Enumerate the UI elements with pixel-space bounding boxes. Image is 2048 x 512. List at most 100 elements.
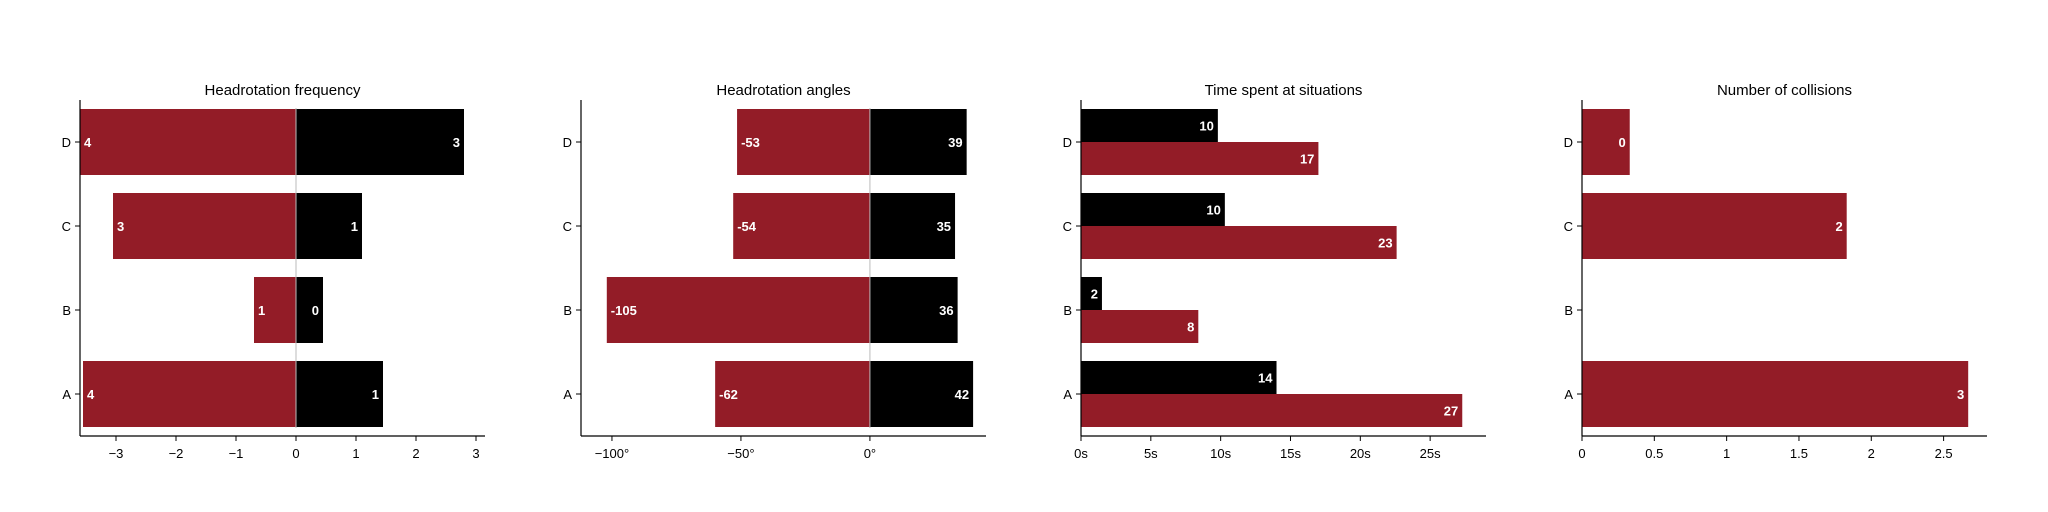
data-label-b-series-2: 36 [939,303,953,318]
x-tick-label: 2.5 [1935,446,1953,461]
data-label-b-series-1: 1 [258,303,265,318]
x-tick-label: 0s [1074,446,1088,461]
data-label-a-series-2: 1 [372,387,379,402]
data-label-c-series-1: 10 [1206,203,1220,218]
bar-d-series-1 [1582,109,1630,175]
bar-c-series-1 [1582,193,1847,259]
chart-title: Headrotation frequency [205,82,361,99]
bar-a-series-1 [1582,361,1969,427]
chart-title: Headrotation angles [716,82,850,99]
x-tick-label: 3 [472,446,479,461]
data-label-d-series-2: 39 [948,135,962,150]
bar-a-series-2 [869,361,974,427]
x-tick-label: 25s [1420,446,1441,461]
bar-a-series-2 [1081,394,1463,427]
bar-a-series-1 [715,361,870,427]
x-tick-label: 15s [1280,446,1301,461]
y-tick-label-a: A [62,387,71,402]
x-tick-label: 10s [1210,446,1231,461]
bar-d-series-2 [1081,142,1319,175]
x-tick-label: 2 [1868,446,1875,461]
chart-title: Number of collisions [1717,82,1852,99]
bar-c-series-1 [733,193,870,259]
data-label-d-series-2: 17 [1300,152,1314,167]
data-label-d-series-2: 3 [453,135,460,150]
y-tick-label-b: B [563,303,572,318]
data-label-a-series-1: 3 [1957,387,1964,402]
chart-title: Time spent at situations [1205,82,1363,99]
bar-d-series-1 [1081,109,1218,142]
bar-b-series-1 [1081,277,1102,310]
bar-a-series-2 [296,361,383,427]
x-tick-label: 1 [352,446,359,461]
panel-headrotation-angles: Headrotation angles -62 42 -105 36 -54 35 -53 39… [563,82,986,461]
y-tick-label-c: C [1063,219,1072,234]
y-tick-label-c: C [62,219,71,234]
data-label-a-series-1: 4 [87,387,95,402]
data-label-d-series-1: -53 [741,135,760,150]
x-tick-label: 1.5 [1790,446,1808,461]
bar-b-series-2 [1081,310,1199,343]
data-label-d-series-1: 4 [84,135,92,150]
data-label-a-series-1: -62 [719,387,738,402]
data-label-a-series-2: 42 [955,387,969,402]
data-label-c-series-2: 23 [1378,236,1392,251]
bar-b-series-2 [296,277,323,343]
bar-b-series-1 [254,277,296,343]
y-tick-label-d: D [62,135,71,150]
x-tick-label: 20s [1350,446,1371,461]
panel-time-spent-at-situations: Time spent at situations 14 27 2 8 10 23 10 17 A B… [1063,82,1486,461]
y-tick-label-b: B [1564,303,1573,318]
bar-d-series-1 [737,109,870,175]
bar-c-series-1 [113,193,296,259]
panel-number-of-collisions: Number of collisions 3 2 0 A B C D 0 0.5 1 1.5 2 2.5 [1564,82,1987,461]
x-tick-label: 1 [1723,446,1730,461]
y-tick-label-b: B [1063,303,1072,318]
data-label-c-series-1: 2 [1835,219,1842,234]
y-tick-label-d: D [563,135,572,150]
y-tick-label-d: D [1564,135,1573,150]
data-label-c-series-2: 1 [351,219,358,234]
x-tick-label: 5s [1144,446,1158,461]
data-label-c-series-2: 35 [937,219,951,234]
x-tick-label: −50° [727,446,754,461]
data-label-a-series-2: 27 [1444,404,1458,419]
data-label-b-series-2: 8 [1187,320,1194,335]
y-tick-label-a: A [563,387,572,402]
x-tick-label: 0 [1578,446,1585,461]
data-label-c-series-1: 3 [117,219,124,234]
y-tick-label-a: A [1564,387,1573,402]
data-label-b-series-1: -105 [611,303,637,318]
bar-a-series-1 [1081,361,1277,394]
x-tick-label: 0° [864,446,876,461]
y-tick-label-c: C [563,219,572,234]
data-label-d-series-1: 10 [1199,119,1213,134]
bar-b-series-2 [869,277,958,343]
data-label-c-series-1: -54 [737,219,757,234]
bar-d-series-2 [869,109,967,175]
x-tick-label: −2 [169,446,184,461]
x-tick-label: 2 [412,446,419,461]
data-label-b-series-2: 0 [312,303,319,318]
y-tick-label-a: A [1063,387,1072,402]
bar-a-series-1 [83,361,296,427]
data-label-b-series-1: 2 [1091,287,1098,302]
y-tick-label-d: D [1063,135,1072,150]
x-tick-label: −100° [595,446,629,461]
bar-c-series-2 [1081,226,1397,259]
data-label-d-series-1: 0 [1618,135,1625,150]
bar-d-series-1 [80,109,296,175]
data-label-a-series-1: 14 [1258,371,1273,386]
bar-b-series-1 [606,277,870,343]
panel-headrotation-frequency: Headrotation frequency 4 1 1 0 3 1 4 3 A B C D −3 −2 −1… [62,82,485,461]
x-tick-label: 0.5 [1645,446,1663,461]
x-tick-label: 0 [292,446,299,461]
y-tick-label-c: C [1564,219,1573,234]
bar-d-series-2 [296,109,464,175]
x-tick-label: −3 [109,446,124,461]
bar-c-series-1 [1081,193,1225,226]
bar-c-series-2 [296,193,362,259]
x-tick-label: −1 [229,446,244,461]
y-tick-label-b: B [62,303,71,318]
